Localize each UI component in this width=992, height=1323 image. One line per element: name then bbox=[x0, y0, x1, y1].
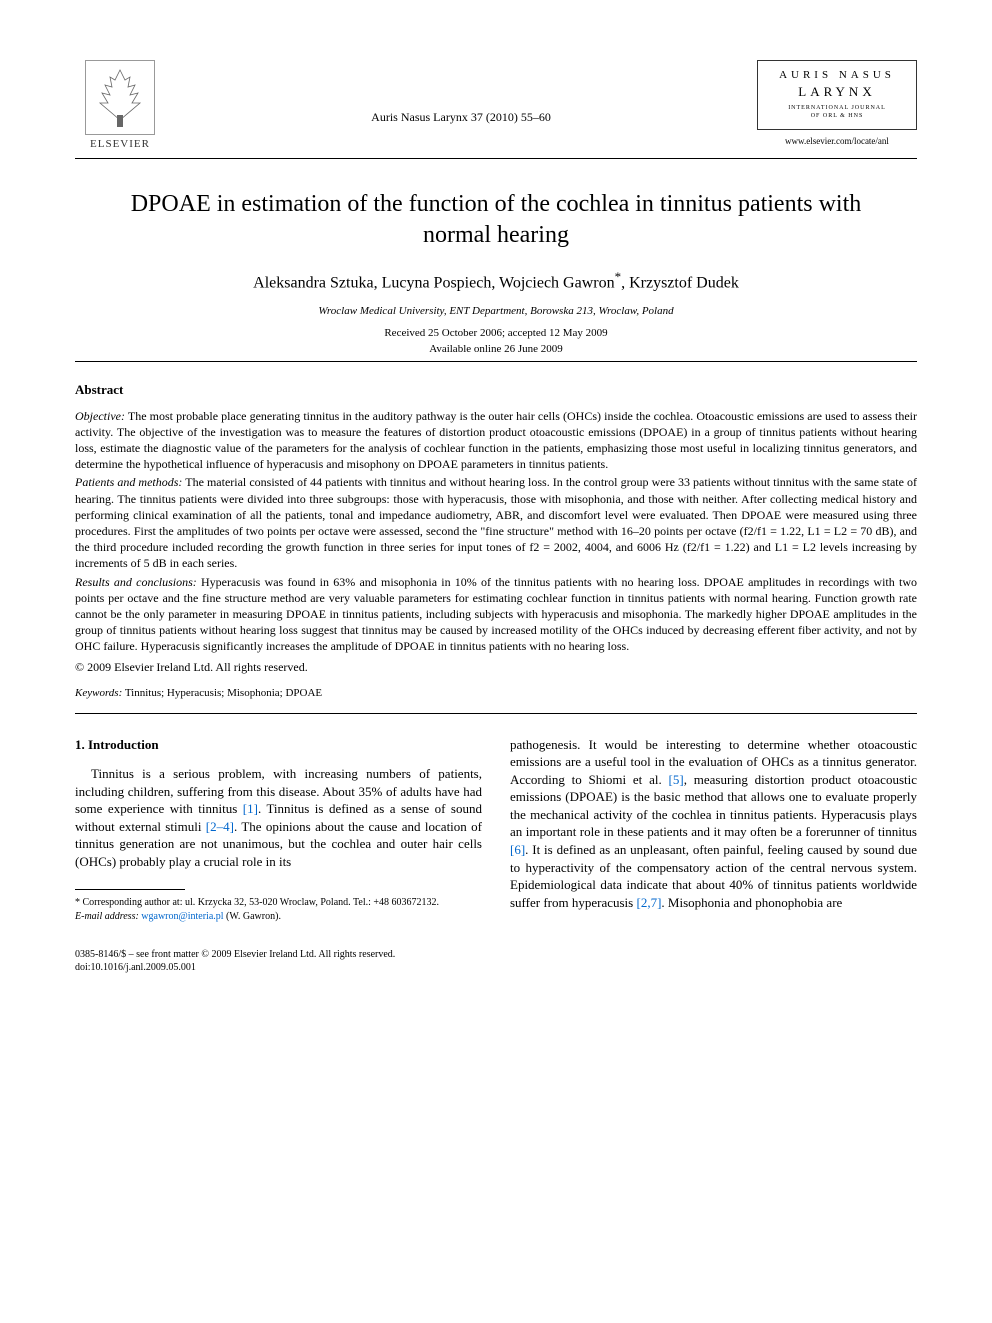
citation-link[interactable]: [5] bbox=[669, 772, 684, 787]
body-columns: 1. Introduction Tinnitus is a serious pr… bbox=[75, 736, 917, 924]
author-list: Aleksandra Sztuka, Lucyna Pospiech, Wojc… bbox=[75, 269, 917, 292]
keywords: Keywords: Tinnitus; Hyperacusis; Misopho… bbox=[75, 687, 917, 699]
received-date: Received 25 October 2006; accepted 12 Ma… bbox=[75, 327, 917, 339]
footnote-separator bbox=[75, 889, 185, 890]
objective-label: Objective: bbox=[75, 409, 125, 423]
abstract-heading: Abstract bbox=[75, 382, 917, 398]
citation-line: Auris Nasus Larynx 37 (2010) 55–60 bbox=[165, 60, 757, 125]
intro-paragraph: Tinnitus is a serious problem, with incr… bbox=[75, 765, 482, 870]
copyright-line: © 2009 Elsevier Ireland Ltd. All rights … bbox=[75, 659, 917, 675]
abstract-body: Objective: The most probable place gener… bbox=[75, 408, 917, 675]
journal-header: ELSEVIER Auris Nasus Larynx 37 (2010) 55… bbox=[75, 60, 917, 150]
available-date: Available online 26 June 2009 bbox=[75, 343, 917, 355]
doi-line: doi:10.1016/j.anl.2009.05.001 bbox=[75, 961, 917, 974]
section-heading: 1. Introduction bbox=[75, 736, 482, 754]
methods-label: Patients and methods: bbox=[75, 475, 182, 489]
keywords-text: Tinnitus; Hyperacusis; Misophonia; DPOAE bbox=[122, 687, 322, 699]
authors-main: Aleksandra Sztuka, Lucyna Pospiech, Wojc… bbox=[253, 275, 614, 292]
publisher-name: ELSEVIER bbox=[90, 138, 150, 150]
objective-text: The most probable place generating tinni… bbox=[75, 409, 917, 472]
journal-info-box: AURIS NASUS LARYNX INTERNATIONAL JOURNAL… bbox=[757, 60, 917, 146]
divider bbox=[75, 361, 917, 362]
column-right: pathogenesis. It would be interesting to… bbox=[510, 736, 917, 924]
email-tail: (W. Gawron). bbox=[224, 911, 281, 922]
results-label: Results and conclusions: bbox=[75, 575, 197, 589]
citation-link[interactable]: [1] bbox=[243, 801, 258, 816]
journal-name-2: LARYNX bbox=[770, 84, 904, 100]
citation-link[interactable]: [6] bbox=[510, 842, 525, 857]
page-footer: 0385-8146/$ – see front matter © 2009 El… bbox=[75, 948, 917, 974]
divider bbox=[75, 713, 917, 714]
authors-tail: , Krzysztof Dudek bbox=[621, 275, 739, 292]
issn-line: 0385-8146/$ – see front matter © 2009 El… bbox=[75, 948, 917, 961]
citation-link[interactable]: [2–4] bbox=[206, 819, 234, 834]
corr-author-line: * Corresponding author at: ul. Krzycka 3… bbox=[75, 896, 482, 910]
keywords-label: Keywords: bbox=[75, 687, 122, 699]
intro-paragraph-cont: pathogenesis. It would be interesting to… bbox=[510, 736, 917, 911]
column-left: 1. Introduction Tinnitus is a serious pr… bbox=[75, 736, 482, 924]
journal-url[interactable]: www.elsevier.com/locate/anl bbox=[757, 136, 917, 146]
methods-text: The material consisted of 44 patients wi… bbox=[75, 475, 917, 570]
journal-subtitle-1: INTERNATIONAL JOURNAL bbox=[770, 105, 904, 113]
col2-text-d: . Misophonia and phonophobia are bbox=[661, 895, 842, 910]
journal-name-1: AURIS NASUS bbox=[770, 69, 904, 81]
affiliation: Wroclaw Medical University, ENT Departme… bbox=[75, 305, 917, 317]
journal-subtitle-2: OF ORL & HNS bbox=[770, 113, 904, 121]
citation-link[interactable]: [2,7] bbox=[636, 895, 661, 910]
divider bbox=[75, 158, 917, 159]
results-text: Hyperacusis was found in 63% and misopho… bbox=[75, 575, 917, 654]
email-link[interactable]: wgawron@interia.pl bbox=[139, 911, 224, 922]
article-title: DPOAE in estimation of the function of t… bbox=[115, 189, 877, 251]
publisher-logo: ELSEVIER bbox=[75, 60, 165, 150]
email-label: E-mail address: bbox=[75, 911, 139, 922]
elsevier-tree-icon bbox=[85, 60, 155, 135]
corresponding-footnote: * Corresponding author at: ul. Krzycka 3… bbox=[75, 896, 482, 924]
